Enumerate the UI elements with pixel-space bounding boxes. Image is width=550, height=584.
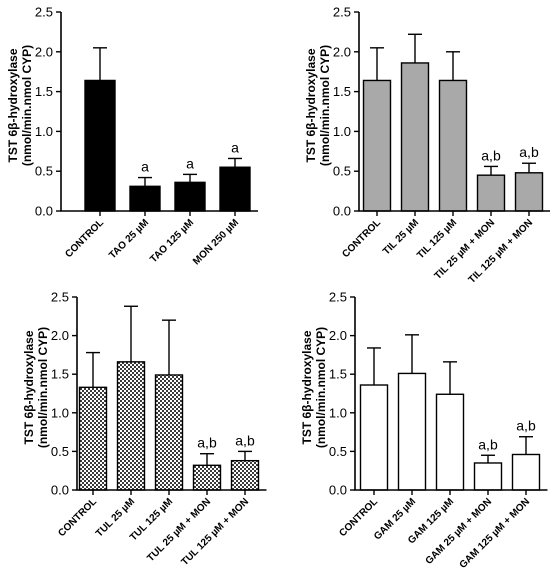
y-tick-label: 0.0 [35, 204, 53, 219]
bar-4 [230, 459, 260, 491]
bar-2 [435, 393, 465, 491]
y-tick-label: 1.5 [329, 367, 347, 382]
y-axis-title-line2: (nmol/min.nmol CYP) [314, 327, 328, 448]
y-tick-label: 2.0 [329, 328, 347, 343]
significance-label-2: a [186, 155, 194, 171]
y-tick-label: 0.0 [329, 483, 347, 498]
y-tick-label: 1.5 [333, 84, 351, 99]
panel-tao: TST 6β-hydroxylase(nmol/min.nmol CYP) 0.0… [6, 5, 258, 267]
x-category-label-4: TIL 125 µM + MON [467, 217, 536, 286]
significance-label-4: a,b [519, 144, 539, 160]
y-tick-label: 0.0 [51, 483, 69, 498]
bar-2 [174, 181, 206, 212]
y-tick-label: 2.5 [51, 290, 69, 305]
x-category-label-0: CONTROL [340, 217, 383, 260]
y-tick-label: 1.0 [51, 405, 69, 420]
y-tick-label: 0.5 [333, 164, 351, 179]
y-tick-label: 2.5 [329, 290, 347, 305]
y-axis-title-line1: TST 6β-hydroxylase [300, 330, 314, 444]
y-axis-title-line1: TST 6β-hydroxylase [6, 48, 20, 162]
y-axis-title: TST 6β-hydroxylase(nmol/min.nmol CYP) [22, 327, 50, 448]
significance-label-1: a [141, 159, 149, 175]
x-category-label-1: TIL 25 µM [381, 217, 421, 257]
bar-4 [514, 172, 544, 212]
y-tick-label: 1.5 [35, 84, 53, 99]
y-axis-title: TST 6β-hydroxylase(nmol/min.nmol CYP) [304, 45, 332, 166]
x-category-label-0: CONTROL [63, 217, 106, 260]
x-category-label-4: GAM 125 µM + MON [458, 496, 533, 571]
panel-gam: TST 6β-hydroxylase(nmol/min.nmol CYP) 0.0… [300, 290, 548, 571]
bar-1 [129, 185, 161, 212]
x-category-label-0: CONTROL [56, 496, 99, 539]
bar-3 [473, 462, 503, 491]
significance-label-3: a,b [481, 147, 501, 163]
y-tick-label: 1.0 [329, 405, 347, 420]
y-tick-label: 0.5 [35, 164, 53, 179]
y-tick-label: 2.0 [51, 328, 69, 343]
panel-til: TST 6β-hydroxylase(nmol/min.nmol CYP) 0.0… [304, 5, 550, 286]
bar-2 [154, 374, 184, 491]
x-category-label-3: MON 250 µM [191, 217, 241, 267]
bar-4 [511, 453, 541, 491]
bar-3 [219, 166, 251, 212]
y-tick-label: 2.0 [35, 44, 53, 59]
x-category-label-1: TAO 25 µM [107, 217, 151, 261]
bar-1 [397, 372, 427, 491]
x-category-label-4: TUL 125 µM + MON [179, 496, 251, 568]
x-category-label-3: TUL 25 µM + MON [145, 496, 213, 564]
y-axis-title: TST 6β-hydroxylase(nmol/min.nmol CYP) [300, 327, 328, 448]
significance-label-3: a,b [197, 435, 217, 451]
significance-label-3: a,b [478, 436, 498, 452]
significance-label-3: a [231, 139, 239, 155]
y-tick-label: 1.0 [35, 124, 53, 139]
bar-1 [400, 62, 430, 212]
significance-label-4: a,b [516, 418, 536, 434]
y-axis-title-line2: (nmol/min.nmol CYP) [20, 45, 34, 166]
y-tick-label: 0.5 [329, 444, 347, 459]
y-tick-label: 2.5 [35, 5, 53, 20]
y-tick-label: 0.0 [333, 204, 351, 219]
bar-3 [476, 174, 506, 212]
bar-0 [78, 386, 108, 491]
y-tick-label: 2.0 [333, 44, 351, 59]
x-category-label-2: TAO 125 µM [148, 217, 196, 265]
bar-2 [438, 79, 468, 212]
panel-tul: TST 6β-hydroxylase(nmol/min.nmol CYP) 0.0… [22, 290, 267, 568]
significance-label-4: a,b [235, 432, 255, 448]
y-axis-title-line2: (nmol/min.nmol CYP) [36, 327, 50, 448]
y-tick-label: 1.0 [333, 124, 351, 139]
bar-0 [359, 384, 389, 491]
y-tick-label: 0.5 [51, 444, 69, 459]
y-tick-label: 2.5 [333, 5, 351, 20]
y-axis-title-line1: TST 6β-hydroxylase [22, 330, 36, 444]
bar-0 [84, 79, 116, 212]
bar-0 [362, 79, 392, 212]
y-tick-label: 1.5 [51, 367, 69, 382]
y-axis-title: TST 6β-hydroxylase(nmol/min.nmol CYP) [6, 45, 34, 166]
bar-1 [116, 361, 146, 491]
x-category-label-3: GAM 25 µM + MON [424, 496, 495, 567]
bar-3 [192, 464, 222, 491]
y-axis-title-line1: TST 6β-hydroxylase [304, 48, 318, 162]
y-axis-title-line2: (nmol/min.nmol CYP) [318, 45, 332, 166]
